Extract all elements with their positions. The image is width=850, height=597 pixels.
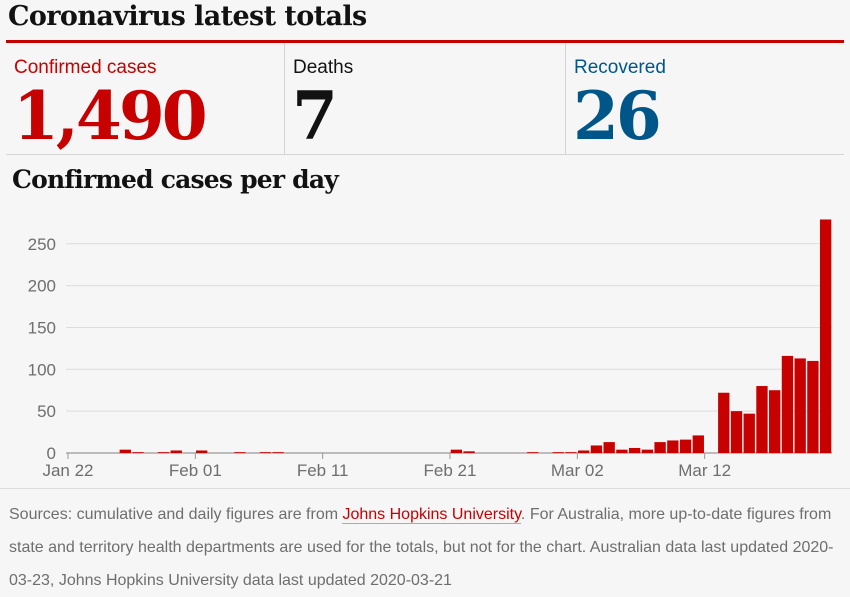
x-tick-label: Feb 21: [424, 461, 477, 480]
bar-jan-29: [157, 452, 170, 453]
bar-mar-20: [807, 360, 819, 453]
bar-mar-14: [730, 411, 743, 453]
stat-recovered-label: Recovered: [574, 57, 666, 78]
sources-prefix: Sources: cumulative and daily figures ar…: [9, 506, 343, 523]
bar-mar-05: [616, 449, 628, 453]
sources-suffix: . For Australia, more up-to-date figures…: [9, 506, 834, 589]
x-tick-label: Mar 02: [551, 461, 604, 480]
y-axis-ticks: 0 50 100 150 200 250: [28, 235, 56, 463]
stat-confirmed-label: Confirmed cases: [14, 57, 157, 78]
bar-feb-06: [259, 452, 272, 453]
chart-gridlines: [66, 243, 832, 454]
stat-recovered: Recovered 26: [566, 43, 845, 155]
stats-row: Confirmed cases 1,490 Deaths 7 Recovered…: [6, 43, 844, 155]
bar-mar-03: [590, 445, 603, 453]
bar-mar-02: [578, 450, 590, 453]
bar-mar-19: [794, 358, 806, 453]
bar-mar-21: [819, 219, 832, 453]
bar-mar-08: [654, 442, 666, 453]
bar-mar-09: [667, 440, 679, 453]
bar-mar-17: [769, 390, 781, 453]
bar-mar-18: [781, 355, 794, 453]
bar-jan-27: [132, 452, 144, 453]
x-tick-label: Mar 12: [678, 461, 731, 480]
bar-mar-06: [628, 447, 641, 453]
y-tick-label: 100: [28, 360, 56, 379]
y-tick-label: 150: [28, 318, 56, 337]
bar-feb-27: [527, 452, 539, 453]
x-tick-label: Jan 22: [42, 461, 93, 480]
bar-jan-30: [170, 450, 182, 453]
stat-deaths: Deaths 7: [285, 43, 566, 155]
chart-footer-divider: [0, 488, 850, 489]
bar-feb-07: [272, 452, 284, 453]
y-tick-label: 200: [28, 277, 56, 296]
bar-feb-21: [450, 449, 463, 453]
bar-feb-22: [463, 451, 475, 453]
bar-mar-13: [718, 392, 730, 453]
y-tick-label: 250: [28, 235, 56, 254]
bar-chart: 0 50 100 150 200 250 Jan 22 Feb 01 Feb 11 Feb 21…: [28, 219, 832, 480]
bar-mar-16: [756, 386, 768, 453]
bar-mar-01: [565, 452, 577, 453]
bar-mar-11: [692, 435, 704, 453]
chart-bars: [119, 219, 832, 453]
page-headline: Coronavirus latest totals: [8, 1, 367, 32]
bar-feb-04: [234, 452, 246, 453]
stat-confirmed: Confirmed cases 1,490: [6, 43, 285, 155]
bar-feb-29: [552, 452, 564, 453]
x-tick-label: Feb 01: [169, 461, 222, 480]
bar-mar-15: [743, 413, 755, 453]
headline-rule: [6, 40, 844, 43]
x-axis-ticks: Jan 22 Feb 01 Feb 11 Feb 21 Mar 02 Mar 12: [42, 453, 731, 480]
bar-feb-01: [196, 450, 208, 453]
stat-deaths-value: 7: [292, 77, 338, 155]
sources-note: Sources: cumulative and daily figures ar…: [9, 498, 841, 597]
stat-deaths-label: Deaths: [293, 57, 354, 78]
stat-recovered-value: 26: [573, 77, 662, 155]
johns-hopkins-link[interactable]: Johns Hopkins University: [342, 506, 521, 524]
x-tick-label: Feb 11: [297, 461, 349, 480]
bar-mar-04: [603, 442, 615, 453]
stat-confirmed-value: 1,490: [13, 77, 208, 155]
bar-mar-10: [679, 439, 692, 453]
bar-mar-07: [641, 449, 654, 453]
y-tick-label: 0: [47, 444, 56, 463]
y-tick-label: 50: [37, 402, 56, 421]
chart-title: Confirmed cases per day: [12, 165, 339, 194]
bar-jan-26: [119, 449, 131, 453]
